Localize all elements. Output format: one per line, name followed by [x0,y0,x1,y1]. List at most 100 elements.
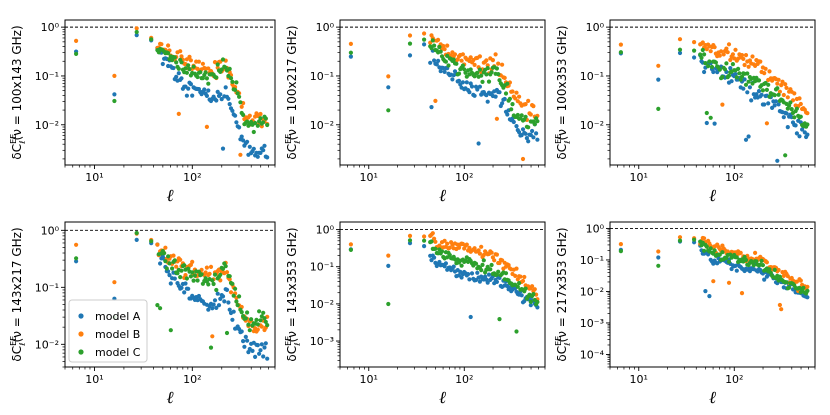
data-point [174,60,179,65]
data-point [717,67,722,72]
data-point [456,245,462,250]
axes-frame [339,221,546,368]
data-point [166,254,171,259]
data-point [176,71,181,76]
data-point [203,70,208,75]
data-point [484,72,489,77]
data-point [743,257,749,263]
data-point [517,130,522,135]
series-model-a [618,50,810,163]
data-point [200,76,205,81]
data-point [742,77,747,82]
y-tick-label: 10⁻² [310,119,334,132]
data-point [520,127,526,132]
data-point [74,256,79,261]
data-point [188,58,193,63]
y-tick-label: 10⁻² [580,119,604,132]
data-point [477,54,482,59]
data-point [699,55,704,60]
data-point [709,64,715,70]
data-point [262,143,267,148]
legend-label: model B [95,328,140,341]
legend-marker [78,313,84,319]
data-point [785,95,790,100]
axes-frame [64,19,276,166]
data-point [243,316,248,321]
data-point [227,66,232,71]
data-point [500,101,505,106]
data-point [725,50,730,55]
data-point [477,251,482,256]
data-point [754,92,759,97]
data-point [737,71,742,76]
data-point [775,81,780,86]
data-point [729,266,734,272]
y-tick-label: 10⁰ [586,222,605,235]
data-point [776,92,781,97]
data-point [245,338,250,343]
data-point [784,280,789,285]
data-point [759,92,764,97]
data-point [253,120,258,126]
data-point [472,62,477,67]
data-point [700,40,705,45]
data-point [220,146,226,151]
x-axis-label: ℓ [709,388,716,408]
data-point [788,100,793,105]
data-point [433,246,438,251]
data-point [445,53,450,59]
data-point [476,248,481,253]
data-point [187,54,192,60]
data-point [214,305,219,310]
data-point [436,37,441,43]
data-point [754,259,759,264]
data-point [469,271,475,276]
data-point [190,93,195,98]
data-point [262,345,267,350]
data-point [535,137,540,142]
data-point [494,66,499,71]
data-point [255,327,260,332]
data-point [746,134,751,139]
data-point [459,263,464,268]
data-point [497,90,502,95]
data-point [772,93,777,98]
data-point [214,287,219,293]
series-model-c [74,230,270,350]
data-point [422,31,427,36]
series-model-c [348,37,540,130]
data-point [208,264,214,269]
data-point [386,85,391,90]
data-point [724,61,729,66]
data-point [484,58,489,63]
data-point [74,38,79,44]
data-point [227,274,232,279]
data-point [166,43,171,48]
data-point [190,270,195,275]
data-point [238,152,243,157]
data-point [704,120,709,126]
data-point [531,292,536,297]
y-tick-label: 10⁻¹ [310,70,334,83]
data-point [460,63,465,68]
data-point [775,86,780,91]
data-point [228,76,234,81]
x-tick-label: 10¹ [630,373,648,386]
legend-box [68,299,148,363]
data-point [724,46,729,51]
data-point [211,302,216,307]
data-point [407,233,413,238]
data-point [249,317,254,322]
data-point [726,42,732,47]
data-point [784,111,789,116]
data-point [200,61,205,66]
data-point [706,64,711,69]
data-point [208,345,214,350]
data-point [407,33,413,38]
data-point [179,285,184,290]
data-point [467,245,472,250]
data-point [159,42,164,47]
data-point [505,81,510,86]
data-point [167,273,172,278]
data-point [447,245,452,250]
